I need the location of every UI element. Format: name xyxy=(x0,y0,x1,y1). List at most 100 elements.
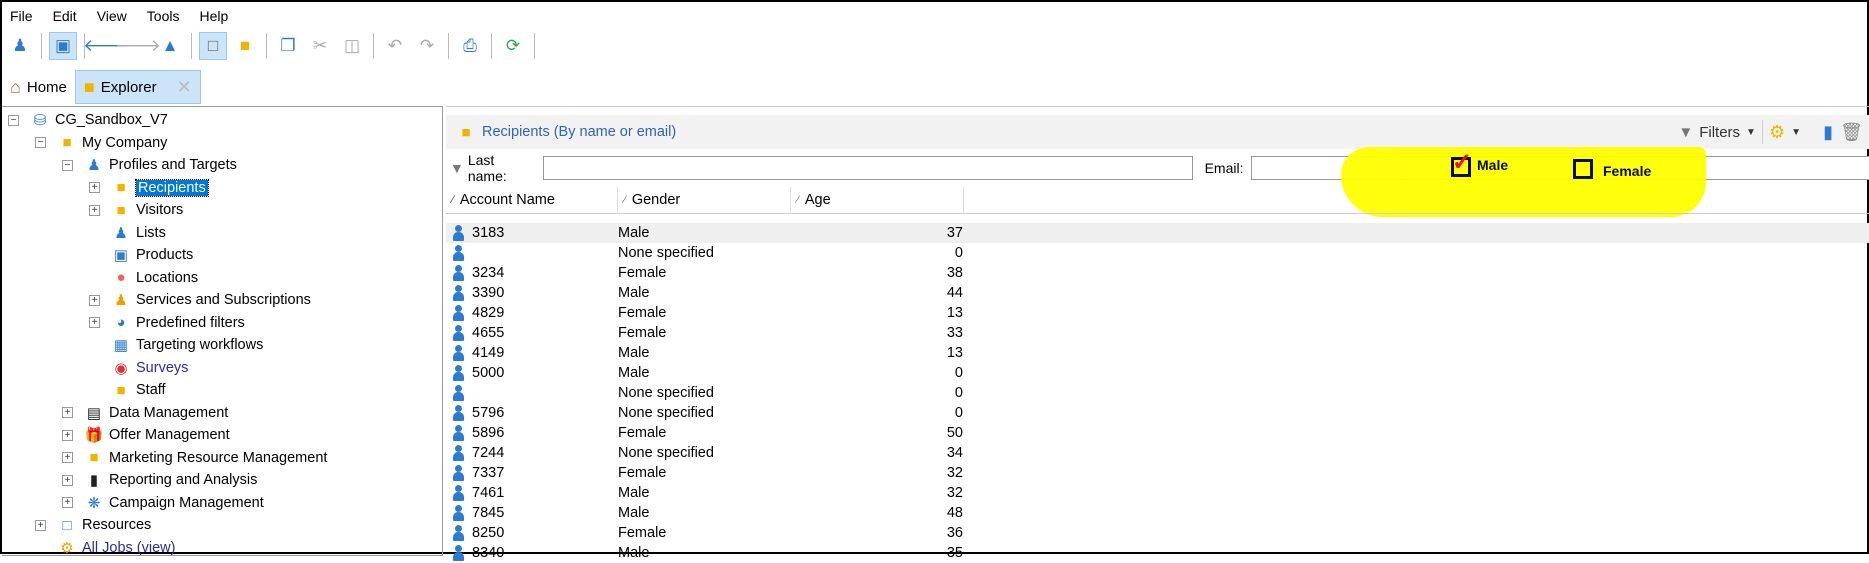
column-account-name[interactable]: ∕ Account Name xyxy=(446,186,618,214)
account-name: 7244 xyxy=(472,445,505,461)
table-row[interactable]: 4149 Male 13 xyxy=(446,343,1869,363)
tree-item-data-management[interactable]: + ▤ Data Management xyxy=(62,402,228,424)
forward-arrow-icon[interactable]: 🡒 xyxy=(115,36,161,55)
table-row[interactable]: 4829 Female 13 xyxy=(446,303,1869,323)
expand-icon[interactable]: + xyxy=(62,407,73,418)
tree-item-all-jobs-view[interactable]: ⚙ All Jobs (view) xyxy=(35,537,175,556)
tree-item-cg-sandbox-v7[interactable]: − ⛁ CG_Sandbox_V7 xyxy=(8,109,168,131)
paste-icon[interactable]: ◫ xyxy=(343,36,361,55)
tab-explorer[interactable]: ■ Explorer ✕ xyxy=(74,70,201,104)
tree-item-label: Services and Subscriptions xyxy=(136,292,311,308)
table-row[interactable]: None specified 0 xyxy=(446,383,1869,403)
filters-button[interactable]: Filters xyxy=(1699,123,1741,141)
tree-item-targeting-workflows[interactable]: ▦ Targeting workflows xyxy=(89,334,263,356)
table-row[interactable]: 3390 Male 44 xyxy=(446,283,1869,303)
tree-item-services-and-subscriptions[interactable]: + ♟ Services and Subscriptions xyxy=(89,289,311,311)
cut-icon[interactable]: ✂ xyxy=(312,36,328,55)
panel-toggle-icon[interactable]: ▣ xyxy=(49,32,77,60)
table-header: ∕ Account Name ∕ Gender ∕ Age xyxy=(446,186,1869,214)
table-row[interactable]: 5000 Male 0 xyxy=(446,363,1869,383)
chevron-down-icon[interactable]: ▼ xyxy=(1791,126,1801,138)
table-row[interactable]: 7461 Male 32 xyxy=(446,483,1869,503)
gender-cell: Female xyxy=(618,525,667,541)
expand-icon[interactable]: + xyxy=(35,519,46,531)
tree-item-profiles-and-targets[interactable]: − ♟ Profiles and Targets xyxy=(62,154,237,176)
menu-help[interactable]: Help xyxy=(199,7,229,24)
table-row[interactable]: 5896 Female 50 xyxy=(446,423,1869,443)
people-icon: ♟ xyxy=(87,157,101,174)
menu-tools[interactable]: Tools xyxy=(146,7,180,24)
tree-item-marketing-resource-management[interactable]: + ■ Marketing Resource Management xyxy=(62,447,327,469)
new-recipient-icon[interactable]: ♟ xyxy=(12,36,28,55)
account-name: 7845 xyxy=(472,505,505,521)
tree-item-recipients[interactable]: + ■ Recipients xyxy=(89,177,209,199)
expand-icon[interactable]: + xyxy=(62,474,73,486)
close-icon[interactable]: ✕ xyxy=(176,76,192,97)
search-view-icon[interactable]: □ xyxy=(199,32,227,60)
folder-up-icon[interactable]: ▲ xyxy=(161,36,179,55)
gear-icon[interactable]: ⚙ xyxy=(1768,121,1786,142)
table-row[interactable]: None specified 0 xyxy=(446,243,1869,263)
gender-cell: None specified xyxy=(618,445,714,461)
last-name-input[interactable] xyxy=(543,156,1193,180)
menu-edit[interactable]: Edit xyxy=(52,7,77,24)
table-row[interactable]: 7244 None specified 34 xyxy=(446,443,1869,463)
tree-item-locations[interactable]: ● Locations xyxy=(89,267,198,289)
tree-item-surveys[interactable]: ◉ Surveys xyxy=(89,357,188,379)
tree-item-my-company[interactable]: − ■ My Company xyxy=(35,132,167,154)
recipient-icon xyxy=(452,425,464,441)
account-name-cell: 7845 xyxy=(446,505,616,521)
tree-item-offer-management[interactable]: + 🎁 Offer Management xyxy=(62,424,230,446)
expand-icon[interactable]: + xyxy=(89,182,100,193)
collapse-icon[interactable]: − xyxy=(35,137,46,148)
refresh-icon[interactable]: ⟳ xyxy=(505,36,521,55)
export-icon[interactable]: ▮ xyxy=(1823,121,1833,142)
tree-item-resources[interactable]: + □ Resources xyxy=(35,514,151,536)
table-row[interactable]: 7845 Male 48 xyxy=(446,503,1869,523)
collapse-icon[interactable]: − xyxy=(8,114,19,126)
tree-item-visitors[interactable]: + ■ Visitors xyxy=(89,199,183,221)
expand-icon[interactable]: + xyxy=(62,452,73,463)
column-age[interactable]: ∕ Age xyxy=(791,186,964,214)
female-checkbox[interactable] xyxy=(1573,159,1593,179)
open-folder-icon[interactable]: ■ xyxy=(239,36,251,55)
chevron-down-icon[interactable]: ▼ xyxy=(1746,126,1756,138)
expand-icon[interactable]: + xyxy=(89,204,100,216)
tree-item-label: Targeting workflows xyxy=(136,337,264,353)
tree-item-products[interactable]: ▣ Products xyxy=(89,244,193,266)
tree-item-label: My Company xyxy=(82,134,168,151)
age-cell: 0 xyxy=(954,365,963,381)
expand-icon[interactable]: + xyxy=(62,429,73,441)
table-row[interactable]: 8340 Male 35 xyxy=(446,543,1869,563)
copy-icon[interactable]: ❐ xyxy=(280,36,296,55)
age-cell: 36 xyxy=(946,525,963,541)
redo-icon[interactable]: ↷ xyxy=(419,36,435,55)
back-arrow-icon[interactable]: 🡐 xyxy=(83,36,129,55)
male-checkbox[interactable]: ✓ xyxy=(1451,149,1472,177)
column-gender[interactable]: ∕ Gender xyxy=(618,186,791,214)
table-row[interactable]: 3234 Female 38 xyxy=(446,263,1869,283)
collapse-icon[interactable]: − xyxy=(62,159,73,171)
tree-item-staff[interactable]: ■ Staff xyxy=(89,379,165,401)
expand-icon[interactable]: + xyxy=(89,294,100,306)
trash-icon[interactable]: 🗑 xyxy=(1840,121,1863,142)
menu-view[interactable]: View xyxy=(96,7,127,24)
tree-item-campaign-management[interactable]: + ❋ Campaign Management xyxy=(62,492,264,514)
box-icon: ▣ xyxy=(113,247,129,264)
tab-home[interactable]: ⌂ Home xyxy=(10,76,67,97)
expand-icon[interactable]: + xyxy=(62,497,73,508)
tree-item-lists[interactable]: ♟ Lists xyxy=(89,222,166,244)
print-icon[interactable]: ⎙ xyxy=(463,36,477,55)
table-row[interactable]: 8250 Female 36 xyxy=(446,523,1869,543)
table-row[interactable]: 3183 Male 37 xyxy=(446,223,1869,243)
table-row[interactable]: 4655 Female 33 xyxy=(446,323,1869,343)
table-row[interactable]: 7337 Female 32 xyxy=(446,463,1869,483)
account-name-cell: 3390 xyxy=(446,285,616,301)
expand-icon[interactable]: + xyxy=(89,317,100,328)
table-row[interactable]: 5796 None specified 0 xyxy=(446,403,1869,423)
tree-item-predefined-filters[interactable]: + ◕ Predefined filters xyxy=(89,312,245,334)
undo-icon[interactable]: ↶ xyxy=(387,36,403,55)
recipient-icon xyxy=(452,465,464,481)
tree-item-reporting-and-analysis[interactable]: + ▮ Reporting and Analysis xyxy=(62,469,257,491)
menu-file[interactable]: File xyxy=(10,7,33,24)
